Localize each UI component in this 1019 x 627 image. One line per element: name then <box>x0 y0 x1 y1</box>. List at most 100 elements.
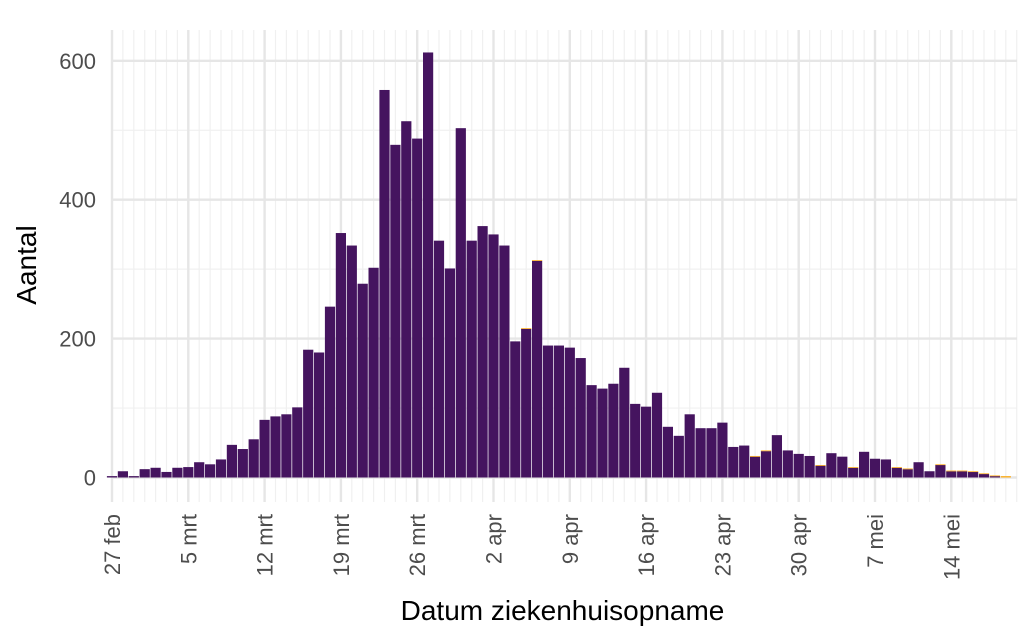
bar <box>989 476 1000 478</box>
bar <box>837 456 848 478</box>
x-tick-label: 30 apr <box>787 514 812 576</box>
bar <box>739 445 750 478</box>
bar <box>117 471 128 478</box>
bar <box>237 449 248 478</box>
x-tick-label: 2 apr <box>482 514 507 564</box>
bar <box>248 439 259 478</box>
x-tick-label: 5 mrt <box>176 514 201 564</box>
bar <box>924 471 935 478</box>
bar <box>412 138 423 478</box>
y-tick-label: 200 <box>59 327 96 352</box>
bar <box>957 471 968 478</box>
bar-segment-top <box>760 450 772 452</box>
x-axis-title: Datum ziekenhuisopname <box>401 595 725 626</box>
bar <box>292 407 303 478</box>
bar <box>423 52 434 478</box>
bar <box>259 419 270 478</box>
bar <box>215 459 227 478</box>
grid <box>110 30 1018 502</box>
bar <box>695 428 706 478</box>
bar <box>477 226 488 478</box>
bars <box>106 52 1011 478</box>
bar <box>815 465 826 478</box>
bar <box>510 341 521 478</box>
y-tick-label: 600 <box>59 49 96 74</box>
bar <box>270 416 281 478</box>
bar <box>444 268 455 478</box>
x-tick-label: 7 mei <box>863 514 888 568</box>
bar <box>401 121 412 478</box>
bar <box>161 471 172 478</box>
bar <box>346 245 357 478</box>
bar <box>521 328 532 478</box>
bar-segment-top <box>815 464 826 466</box>
y-axis-title: Aantal <box>11 225 42 304</box>
bar <box>542 345 554 478</box>
bar <box>128 476 139 478</box>
bar-segment-top <box>989 475 1000 477</box>
x-tick-label: 19 mrt <box>329 514 354 576</box>
bar <box>597 388 608 478</box>
bar <box>324 306 336 478</box>
bar-segment-top <box>935 464 946 466</box>
x-tick-label: 26 mrt <box>405 514 430 576</box>
x-tick-label: 27 feb <box>100 514 125 575</box>
bar <box>728 446 739 478</box>
x-tick-labels: 27 feb 5 mrt 12 mrt 19 mrt 26 mrt 2 apr 9 apr 1… <box>100 514 964 580</box>
bar-segment-top <box>1000 476 1011 478</box>
bar <box>760 451 772 478</box>
bar <box>564 347 575 478</box>
bar <box>859 451 870 478</box>
bar-segment-top <box>521 328 532 329</box>
bar <box>303 349 314 478</box>
bar <box>368 267 379 478</box>
bar <box>630 403 641 478</box>
bar <box>968 471 979 478</box>
bar <box>946 471 957 478</box>
bar <box>673 435 684 478</box>
bar <box>553 345 564 478</box>
bar <box>586 385 597 478</box>
bar <box>891 467 902 478</box>
x-tick-label: 12 mrt <box>253 514 278 576</box>
bar <box>935 464 946 478</box>
bar <box>379 89 390 478</box>
bar <box>880 459 891 478</box>
bar <box>826 453 837 478</box>
bar <box>488 234 499 478</box>
bar <box>433 240 445 478</box>
y-tick-label: 0 <box>84 466 96 491</box>
bar <box>684 414 695 478</box>
bar <box>314 352 325 478</box>
bar <box>608 383 619 478</box>
bar <box>869 458 881 478</box>
bar-segment-top <box>750 455 761 457</box>
bar <box>194 462 205 478</box>
bar-segment-top <box>957 470 968 472</box>
bar <box>575 358 586 478</box>
bar-segment-top <box>902 468 913 470</box>
bar <box>913 462 924 478</box>
bar-segment-top <box>978 473 990 475</box>
x-tick-label: 16 apr <box>634 514 659 576</box>
bar <box>226 444 237 478</box>
bar-segment-top <box>532 260 543 261</box>
bar <box>706 428 717 478</box>
bar <box>390 144 401 478</box>
bar <box>978 474 990 478</box>
bar <box>782 450 793 478</box>
bar <box>902 469 913 478</box>
bar <box>205 464 216 478</box>
bar <box>641 406 652 478</box>
bar <box>717 422 728 478</box>
bar <box>335 233 346 478</box>
bar <box>139 469 150 478</box>
bar-segment-top <box>891 467 902 468</box>
bar <box>150 467 161 478</box>
bar <box>771 435 782 478</box>
bar <box>750 456 761 478</box>
bar <box>106 476 118 478</box>
bar <box>804 455 815 478</box>
bar <box>848 467 859 478</box>
